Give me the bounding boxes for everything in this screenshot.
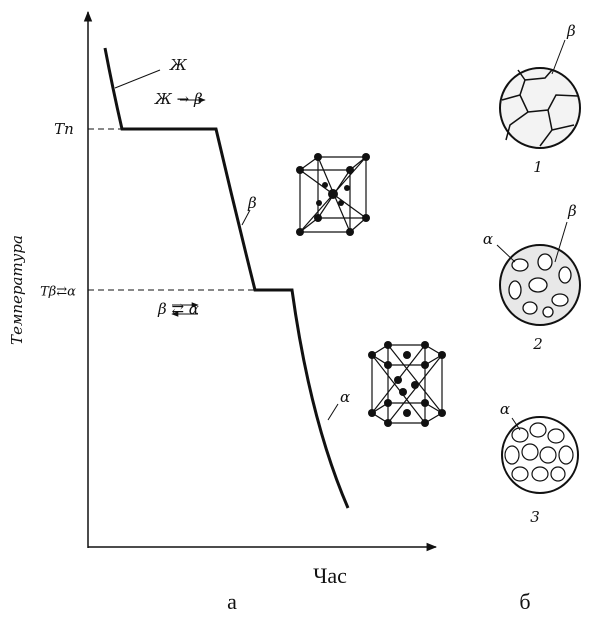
panel-label: а — [227, 589, 237, 614]
y-axis-label: Температура — [8, 235, 26, 345]
phase-label: β — [567, 202, 577, 220]
phase-label: α — [500, 400, 510, 418]
micrograph-number: 1 — [533, 158, 543, 176]
diagram: Температура Час Tп Tβ⇄α Ж Ж → β β β ⇄ α … — [0, 0, 592, 617]
hcp-lattice — [368, 341, 446, 427]
micrograph-number: 3 — [530, 508, 540, 526]
curve-label: β ⇄ α — [157, 300, 199, 318]
leader — [115, 70, 160, 88]
micrograph — [502, 417, 578, 493]
curve-label: β — [247, 194, 257, 212]
x-axis-label: Час — [313, 563, 347, 588]
cooling-curve — [105, 48, 348, 508]
curve-label: Ж → β — [154, 90, 203, 108]
phase-label: β — [566, 22, 576, 40]
leader — [242, 210, 250, 225]
level-label: Tп — [54, 120, 74, 138]
micrograph — [497, 222, 580, 325]
micrograph — [500, 40, 580, 148]
bcc-lattice — [296, 153, 370, 236]
phase-label: α — [483, 230, 493, 248]
level-label: Tβ⇄α — [40, 285, 76, 300]
curve-label: α — [340, 388, 350, 406]
leader — [328, 404, 338, 420]
curve-label: Ж — [169, 56, 188, 74]
micrograph-number: 2 — [532, 335, 543, 353]
panel-label: б — [519, 589, 530, 614]
